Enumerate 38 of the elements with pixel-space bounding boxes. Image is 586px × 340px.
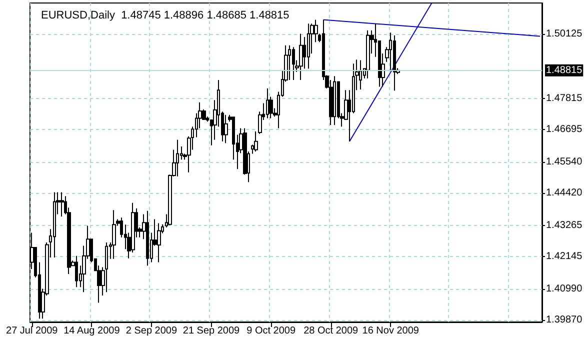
- candlestick: [299, 33, 303, 81]
- y-tick-label: 1.44420: [546, 188, 583, 199]
- candlestick: [112, 210, 116, 260]
- y-tick-label: 1.50125: [546, 28, 583, 40]
- candlestick: [146, 210, 149, 266]
- candlestick: [176, 139, 179, 177]
- y-tick-label: 1.45540: [546, 156, 583, 168]
- y-tick-label: 1.40990: [546, 283, 583, 294]
- candlestick: [329, 80, 333, 126]
- text: EURUSD,Daily 1.48745 1.48896 1.48685 1.48815: [41, 10, 290, 22]
- candlestick: [157, 222, 161, 263]
- x-tick-label: 9 Oct 2009: [246, 326, 296, 336]
- candlestick: [307, 23, 310, 70]
- candlestick: [254, 130, 258, 152]
- x-tick-label: 14 Aug 2009: [64, 326, 120, 336]
- candlestick: [60, 192, 64, 218]
- x-tick-label: 16 Nov 2009: [362, 326, 420, 336]
- candlestick: [288, 44, 291, 81]
- candlestick: [53, 192, 56, 258]
- y-tick-label: 1.46695: [546, 124, 583, 136]
- x-tick-label: 27 Jul 2009: [6, 326, 58, 336]
- ref-line-label: 1.48815: [546, 64, 583, 76]
- candlestick: [266, 88, 269, 119]
- y-tick-label: 1.43265: [546, 220, 583, 231]
- y-tick-label: 1.47815: [546, 92, 583, 104]
- x-tick-label: 28 Oct 2009: [304, 326, 359, 336]
- candlestick: [333, 76, 336, 126]
- candlestick: [393, 34, 396, 92]
- candlestick: [359, 60, 362, 90]
- x-tick-label: 21 Sep 2009: [182, 326, 240, 336]
- candlestick: [224, 114, 228, 144]
- y-tick-label: 1.42145: [546, 251, 583, 262]
- candlestick: [292, 46, 295, 81]
- y-tick-label: 1.39870: [546, 314, 583, 326]
- candlestick: [75, 255, 78, 288]
- candlestick: [105, 242, 108, 293]
- candlestick: [366, 30, 370, 79]
- x-tick-label: 2 Sep 2009: [126, 326, 178, 336]
